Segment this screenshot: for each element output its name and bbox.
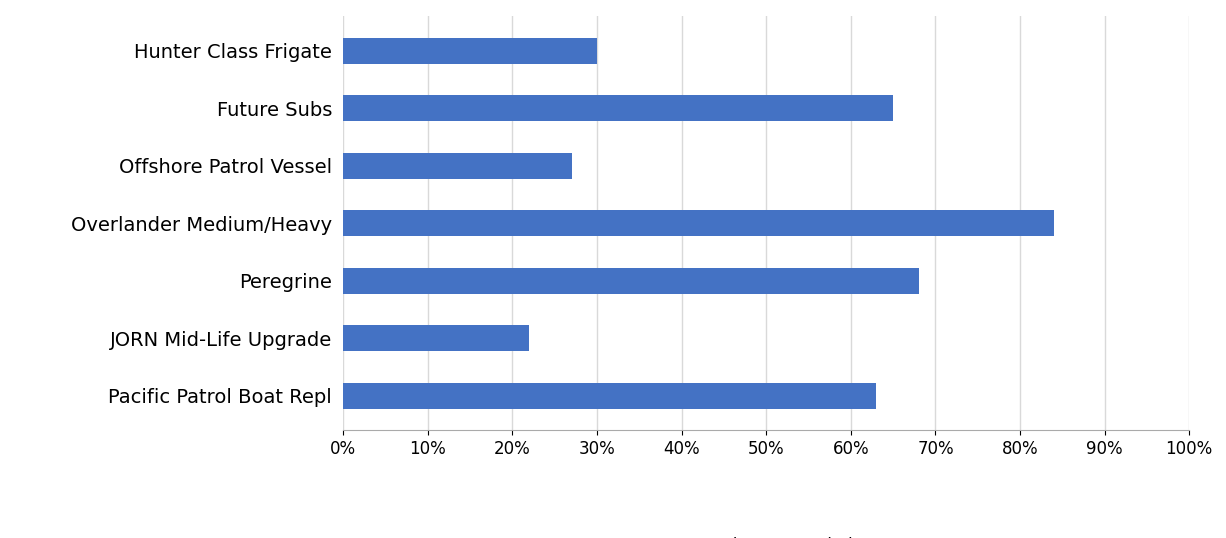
Bar (343, 210, 1054, 236)
Bar (343, 38, 597, 63)
Bar (343, 383, 877, 409)
Bar (343, 95, 894, 121)
Legend: Budget Expended: Budget Expended (673, 530, 859, 538)
Bar (343, 153, 571, 179)
Bar (343, 325, 530, 351)
Bar (343, 268, 918, 294)
